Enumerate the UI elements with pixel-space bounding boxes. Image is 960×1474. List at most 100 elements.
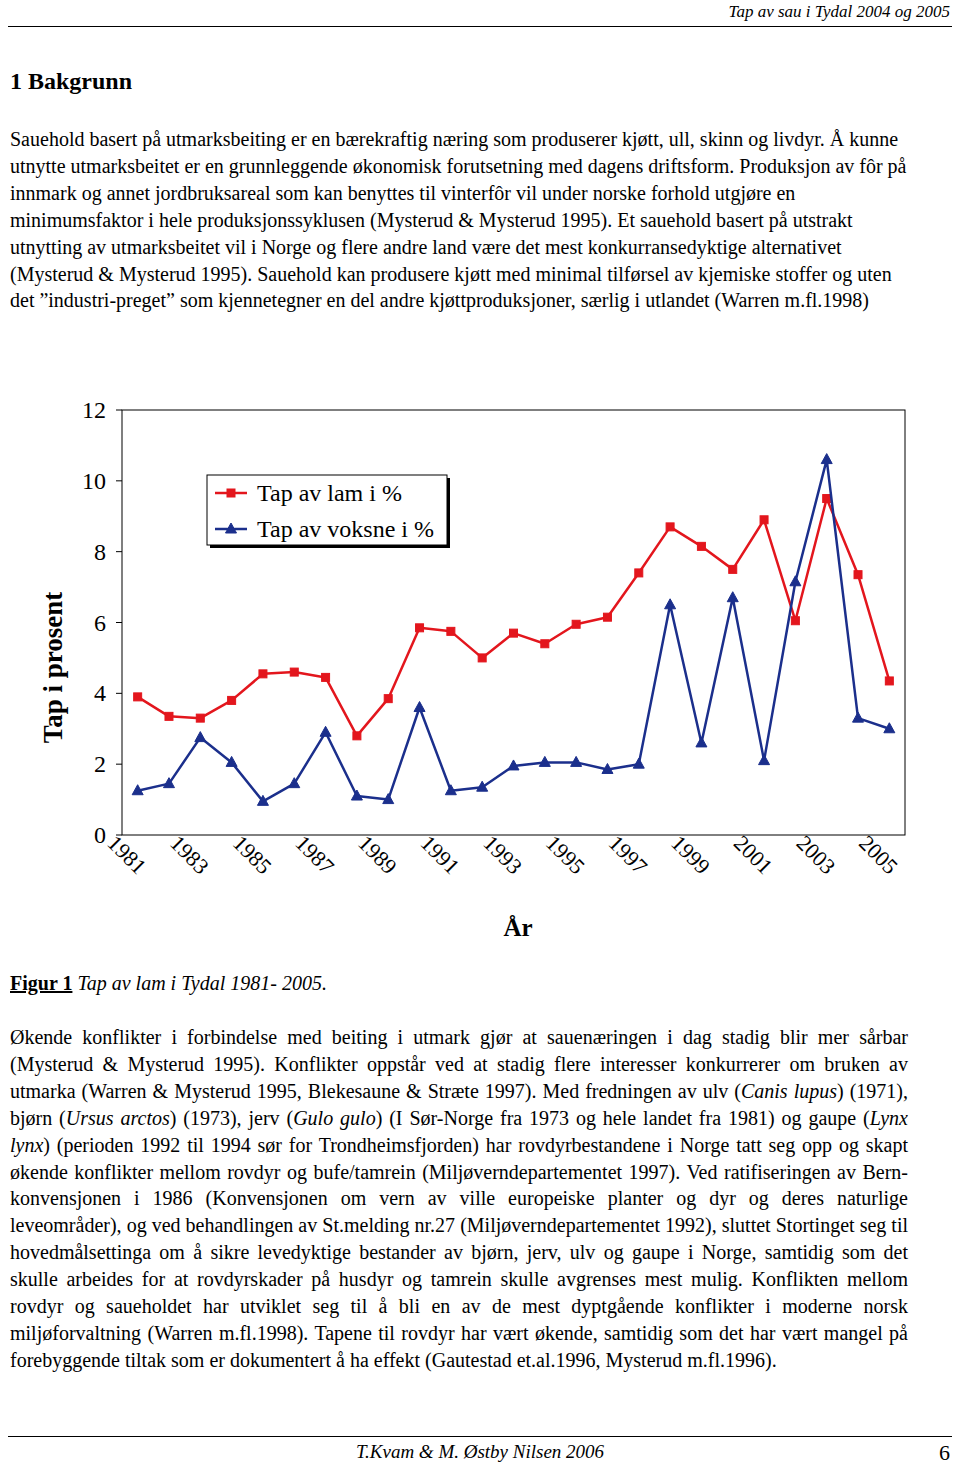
y-tick (116, 551, 122, 552)
caption-label: Figur 1 (10, 972, 72, 994)
data-point (884, 723, 895, 733)
data-point (823, 495, 831, 503)
data-point (727, 592, 738, 602)
data-point (289, 778, 300, 788)
data-point (477, 781, 488, 791)
y-tick-label: 6 (94, 610, 106, 636)
header-rule (8, 26, 952, 27)
x-tick-label: 2003 (792, 830, 841, 879)
y-tick (116, 410, 122, 411)
text-run: ) (I Sør-Norge fra 1973 og hele landet f… (376, 1107, 870, 1129)
x-axis-title: År (503, 914, 532, 941)
data-point (541, 640, 549, 648)
caption-text: Tap av lam i Tydal 1981- 2005. (77, 972, 326, 994)
data-point (383, 794, 394, 804)
legend-label: Tap av voksne i % (257, 516, 434, 542)
legend-marker (226, 523, 237, 533)
y-tick-label: 0 (94, 822, 106, 848)
paragraph: Økende konflikter i forbindelse med beit… (10, 1024, 908, 1374)
y-tick (116, 480, 122, 481)
x-tick-label: 1999 (666, 830, 715, 879)
text-run: Ursus arctos (66, 1107, 170, 1129)
data-point (633, 758, 644, 768)
data-point (571, 756, 582, 766)
data-point (416, 624, 424, 632)
x-tick-label: 1987 (290, 830, 339, 879)
data-point (132, 785, 143, 795)
data-point (760, 516, 768, 524)
y-tick-label: 10 (82, 468, 106, 494)
y-tick (116, 764, 122, 765)
data-point (351, 790, 362, 800)
figure-caption: Figur 1 Tap av lam i Tydal 1981- 2005. (10, 972, 327, 995)
data-point (163, 778, 174, 788)
data-point (603, 613, 611, 621)
text-run: Canis lupus (741, 1080, 837, 1102)
data-point (508, 760, 519, 770)
x-tick-label: 1985 (228, 830, 277, 879)
legend-box (207, 475, 447, 545)
page-header: Tap av sau i Tydal 2004 og 2005 (729, 2, 951, 22)
data-point (228, 696, 236, 704)
x-tick-label: 1995 (541, 830, 590, 879)
data-point (853, 712, 864, 722)
x-tick-label: 1983 (165, 830, 214, 879)
data-point (666, 523, 674, 531)
text-run: Gulo gulo (293, 1107, 375, 1129)
data-point (885, 677, 893, 685)
data-point (572, 620, 580, 628)
x-tick-label: 2001 (729, 830, 778, 879)
text-run: ) (1973), jerv ( (170, 1107, 293, 1129)
data-point (134, 693, 142, 701)
data-point (478, 654, 486, 662)
data-point (729, 565, 737, 573)
series-line (138, 460, 890, 802)
text-run: ) (perioden 1992 til 1994 sør for Trondh… (10, 1134, 908, 1371)
data-point (510, 629, 518, 637)
data-point (539, 756, 550, 766)
data-point (854, 571, 862, 579)
section-heading: 1 Bakgrunn (10, 68, 132, 95)
data-point (759, 755, 770, 765)
data-point (790, 576, 801, 586)
y-tick-label: 2 (94, 751, 106, 777)
x-tick-label: 1989 (353, 830, 402, 879)
text-run: Sauehold basert på utmarksbeiting er en … (10, 128, 906, 311)
data-point (791, 617, 799, 625)
plot-area (132, 454, 895, 806)
y-tick-label: 12 (82, 397, 106, 423)
data-point (665, 599, 676, 609)
data-point (226, 756, 237, 766)
data-point (384, 695, 392, 703)
x-tick-label: 1993 (478, 830, 527, 879)
legend-label: Tap av lam i % (257, 480, 402, 506)
x-tick-label: 1991 (416, 830, 465, 879)
data-point (414, 702, 425, 712)
data-point (290, 668, 298, 676)
y-tick (116, 693, 122, 694)
footer-rule (8, 1436, 952, 1437)
data-point (165, 712, 173, 720)
data-point (322, 673, 330, 681)
data-point (821, 454, 832, 464)
data-point (635, 569, 643, 577)
x-tick-label: 2005 (854, 830, 903, 879)
footer-authors: T.Kvam & M. Østby Nilsen 2006 (0, 1441, 960, 1463)
data-point (697, 542, 705, 550)
y-tick-label: 8 (94, 539, 106, 565)
x-tick-label: 1981 (103, 830, 152, 879)
page-number: 6 (939, 1440, 950, 1466)
legend-marker (227, 489, 235, 497)
y-tick (116, 622, 122, 623)
x-tick-label: 1997 (604, 830, 653, 879)
chart: 0246810121981198319851987198919911993199… (0, 380, 960, 960)
data-point (320, 726, 331, 736)
data-point (259, 670, 267, 678)
plot-frame (122, 410, 905, 835)
data-point (353, 732, 361, 740)
paragraph: Sauehold basert på utmarksbeiting er en … (10, 126, 908, 314)
data-point (696, 737, 707, 747)
data-point (602, 763, 613, 773)
data-point (196, 714, 204, 722)
data-point (257, 795, 268, 805)
